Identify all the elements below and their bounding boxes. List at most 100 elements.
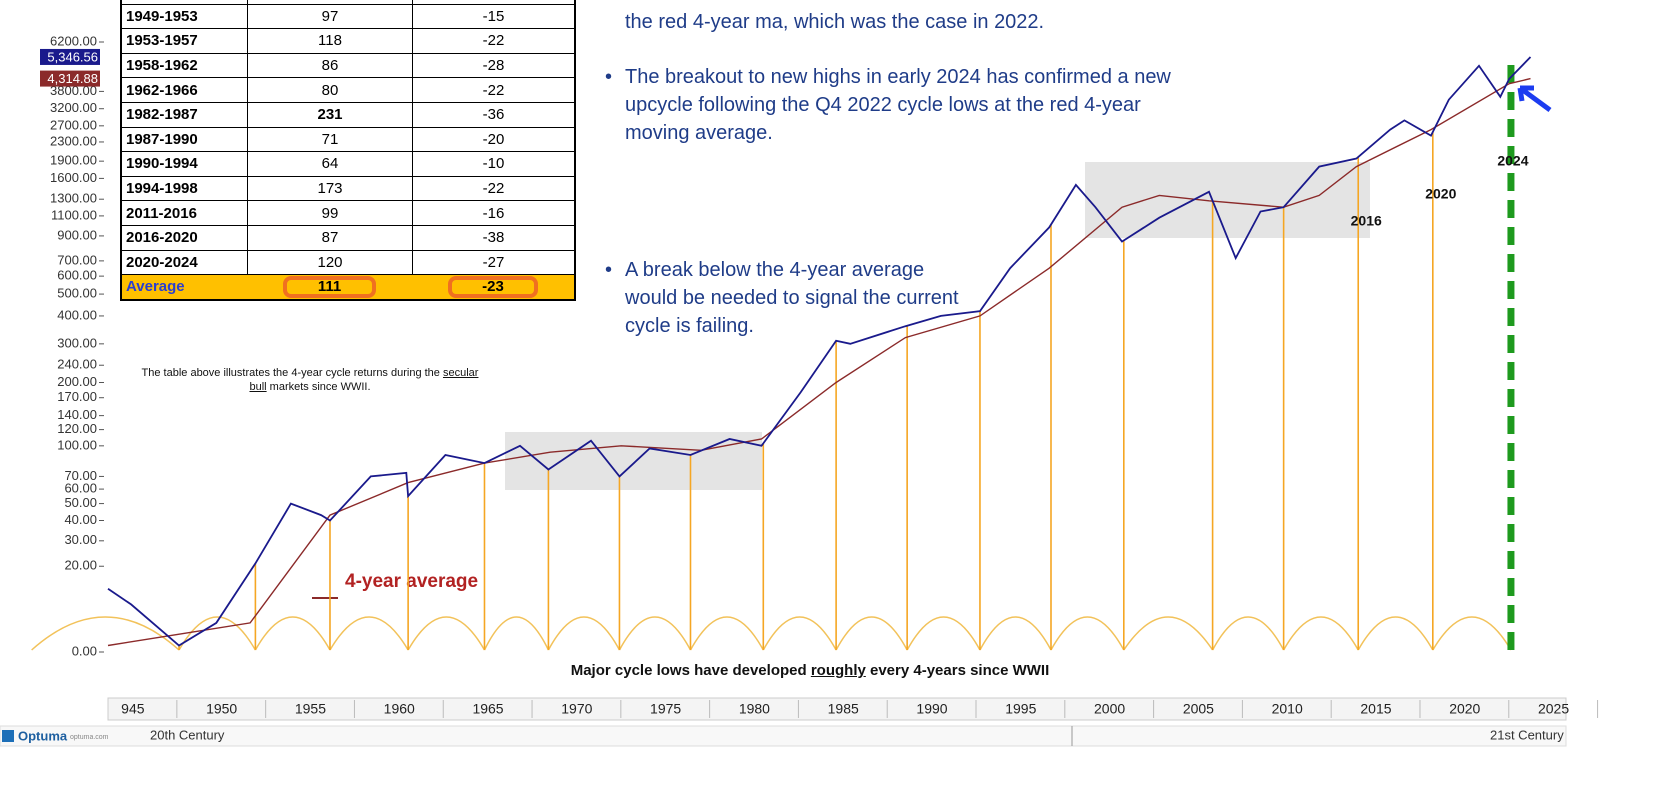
caption: Major cycle lows have developed roughly … bbox=[400, 662, 1220, 679]
cycle-arc bbox=[329, 616, 409, 651]
table-cell: -10 bbox=[412, 152, 574, 176]
bullet: The breakout to new highs in early 2024 … bbox=[605, 63, 1185, 147]
table-row: 2011-2016 99 -16 bbox=[122, 200, 574, 225]
series-line bbox=[107, 56, 1532, 647]
y-tick-label: 3800.00 bbox=[50, 83, 97, 98]
x-tick-label: 1990 bbox=[916, 701, 947, 717]
note-text: The table above illustrates the 4-year c… bbox=[141, 367, 440, 379]
table-row: 1994-1998 173 -22 bbox=[122, 175, 574, 201]
x-tick-label: 2025 bbox=[1538, 701, 1569, 717]
last-value-box bbox=[40, 48, 100, 65]
y-tick-label: 20.00 bbox=[64, 558, 97, 573]
cycle-arc bbox=[407, 616, 486, 651]
table-cell: 1987-1990 bbox=[126, 130, 198, 148]
y-tick-label: 140.00 bbox=[57, 407, 97, 422]
series-label: 4-year average bbox=[345, 571, 478, 592]
x-axis-bar bbox=[107, 697, 1567, 721]
y-tick-label: 0.00 bbox=[72, 643, 97, 658]
table-cell: 118 bbox=[247, 29, 412, 53]
cycle-label: 2016 bbox=[1351, 213, 1382, 229]
cycle-arc bbox=[762, 616, 837, 651]
highlight-box bbox=[1085, 162, 1370, 238]
y-tick-label: 1100.00 bbox=[51, 207, 97, 222]
century-label: 20th Century bbox=[150, 727, 225, 742]
caption-text: every 4-years since WWII bbox=[870, 662, 1050, 679]
table-cell: Average bbox=[126, 278, 185, 296]
y-tick-label: 30.00 bbox=[64, 532, 97, 547]
table-cell: 2011-2016 bbox=[126, 204, 197, 222]
y-tick-label: 70.00 bbox=[64, 468, 97, 483]
cycle-arc bbox=[178, 616, 257, 651]
table-row: 1958-1962 86 -28 bbox=[122, 52, 574, 78]
bullet: A break below the 4-year average would b… bbox=[605, 256, 965, 340]
y-tick-label: 600.00 bbox=[57, 268, 97, 283]
note: The table above illustrates the 4-year c… bbox=[140, 366, 480, 394]
table-cell: 1982-1987 bbox=[126, 106, 198, 124]
table-cell: 231 bbox=[247, 102, 412, 127]
table-cell: 1994-1998 bbox=[126, 180, 198, 198]
x-tick-label: 2020 bbox=[1449, 701, 1480, 717]
y-tick-label: 2700.00 bbox=[50, 117, 97, 132]
table-cell: 87 bbox=[247, 225, 412, 250]
cycle-label: 2024 bbox=[1497, 153, 1528, 169]
logo-url: optuma.com bbox=[70, 734, 109, 741]
x-tick-label: 945 bbox=[121, 701, 145, 717]
caption-text: roughly bbox=[810, 662, 866, 679]
cycle-arc bbox=[979, 616, 1052, 651]
y-tick-label: 1600.00 bbox=[50, 170, 97, 185]
y-tick-label: 900.00 bbox=[57, 227, 97, 242]
note-text: bull bbox=[249, 381, 267, 393]
table-cell: 120 bbox=[247, 250, 412, 275]
table-header bbox=[122, 0, 574, 4]
y-tick-label: 3200.00 bbox=[50, 100, 97, 115]
partial-text: the red 4-year ma, which was the case in… bbox=[625, 11, 1045, 33]
y-tick-label: 300.00 bbox=[57, 335, 97, 350]
table-cell: -23 bbox=[448, 276, 538, 298]
y-tick-label: 500.00 bbox=[57, 286, 97, 301]
y-tick-label: 6200.00 bbox=[50, 33, 97, 48]
cycle-arc bbox=[618, 616, 692, 651]
cycle-arc bbox=[1123, 616, 1214, 651]
table-cell: 173 bbox=[247, 176, 412, 201]
table-cell: 2020-2024 bbox=[126, 253, 198, 271]
y-tick-label: 700.00 bbox=[57, 252, 97, 267]
table-cell: 1949-1953 bbox=[126, 7, 198, 25]
table-cell: -22 bbox=[412, 176, 574, 201]
table-cell: -20 bbox=[412, 127, 574, 152]
cycle-arc bbox=[547, 616, 621, 651]
table-cell: 99 bbox=[247, 201, 412, 225]
x-tick-label: 1960 bbox=[384, 701, 415, 717]
x-tick-label: 1980 bbox=[739, 701, 770, 717]
table-row: 2020-2024 120 -27 bbox=[122, 249, 574, 275]
table-cell: 1990-1994 bbox=[126, 155, 198, 173]
table-average-row: Average 111 -23 bbox=[122, 274, 574, 299]
caption-text: Major cycle lows have developed bbox=[570, 662, 807, 679]
cycle-label: 2020 bbox=[1425, 186, 1456, 202]
cycle-arc bbox=[1282, 616, 1359, 651]
x-tick-label: 1985 bbox=[828, 701, 859, 717]
y-tick-label: 400.00 bbox=[57, 307, 97, 322]
cycle-arc bbox=[1432, 616, 1512, 651]
table-cell: -22 bbox=[412, 29, 574, 53]
table-cell: 111 bbox=[283, 276, 376, 298]
table-cell: 71 bbox=[247, 127, 412, 152]
x-tick-label: 2000 bbox=[1094, 701, 1125, 717]
table: 1949-1953 97 -15 1953-1957 118 -22 1958-1962 86… bbox=[120, 0, 576, 301]
century-label: 21st Century bbox=[1490, 727, 1564, 742]
y-tick-label: 170.00 bbox=[57, 389, 97, 404]
table-cell: 1962-1966 bbox=[126, 81, 198, 99]
x-tick-label: 2015 bbox=[1360, 701, 1391, 717]
table-row: 1987-1990 71 -20 bbox=[122, 126, 574, 152]
y-tick-label: 200.00 bbox=[57, 374, 97, 389]
x-tick-label: 1965 bbox=[472, 701, 503, 717]
table-row: 1953-1957 118 -22 bbox=[122, 28, 574, 53]
cycle-arc bbox=[835, 616, 908, 651]
logo: Optuma bbox=[18, 728, 68, 743]
logo-icon bbox=[2, 730, 14, 742]
table-cell: -38 bbox=[412, 225, 574, 250]
y-tick-label: 1900.00 bbox=[50, 153, 97, 168]
table-row: 1982-1987 231 -36 bbox=[122, 101, 574, 127]
table-cell: 64 bbox=[247, 152, 412, 176]
table-cell: 97 bbox=[247, 4, 412, 29]
